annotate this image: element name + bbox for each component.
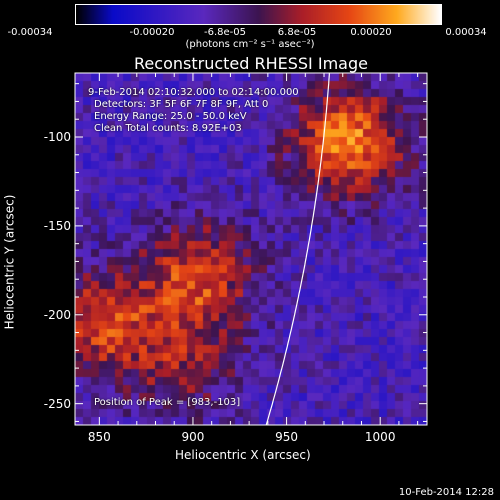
solar-limb bbox=[265, 72, 330, 426]
colorbar bbox=[75, 4, 442, 25]
annotation-energy: Energy Range: 25.0 - 50.0 keV bbox=[94, 111, 247, 122]
colorbar-tick: -6.8e-05 bbox=[204, 27, 246, 38]
colorbar-tick: 0.00020 bbox=[350, 27, 392, 38]
colorbar-tick: 6.8e-05 bbox=[277, 27, 317, 38]
annotation-clean: Clean Total counts: 8.92E+03 bbox=[94, 123, 242, 134]
annotation-detectors: Detectors: 3F 5F 6F 7F 8F 9F, Att 0 bbox=[94, 99, 269, 110]
heatmap-image bbox=[75, 73, 427, 425]
chart-title: Reconstructed RHESSI Image bbox=[134, 54, 368, 73]
x-tick-label: 850 bbox=[87, 430, 111, 444]
colorbar-tick: -0.00034 bbox=[7, 27, 53, 38]
x-tick-label: 1000 bbox=[364, 430, 396, 444]
x-tick-label: 950 bbox=[275, 430, 299, 444]
y-axis-label: Heliocentric Y (arcsec) bbox=[2, 194, 17, 330]
footer-date: 10-Feb-2014 12:28 bbox=[398, 487, 494, 498]
colorbar-tick: -0.00020 bbox=[129, 27, 175, 38]
axis-ticks bbox=[75, 73, 427, 425]
y-tick-label: -250 bbox=[43, 396, 71, 411]
x-tick-label: 900 bbox=[181, 430, 205, 444]
plot-frame bbox=[74, 72, 428, 426]
y-tick-label: -100 bbox=[43, 130, 71, 144]
annotation-time-range: 9-Feb-2014 02:10:32.000 to 02:14:00.000 bbox=[88, 87, 299, 98]
annotation-peak-position: Position of Peak = [983,-103] bbox=[94, 397, 241, 408]
colorbar-tick: 0.00034 bbox=[445, 27, 487, 38]
colorbar-units: (photons cm⁻² s⁻¹ asec⁻²) bbox=[185, 39, 315, 50]
y-tick-label: -200 bbox=[43, 307, 71, 322]
x-axis-label: Heliocentric X (arcsec) bbox=[175, 448, 311, 462]
y-tick-label: -150 bbox=[43, 218, 71, 233]
